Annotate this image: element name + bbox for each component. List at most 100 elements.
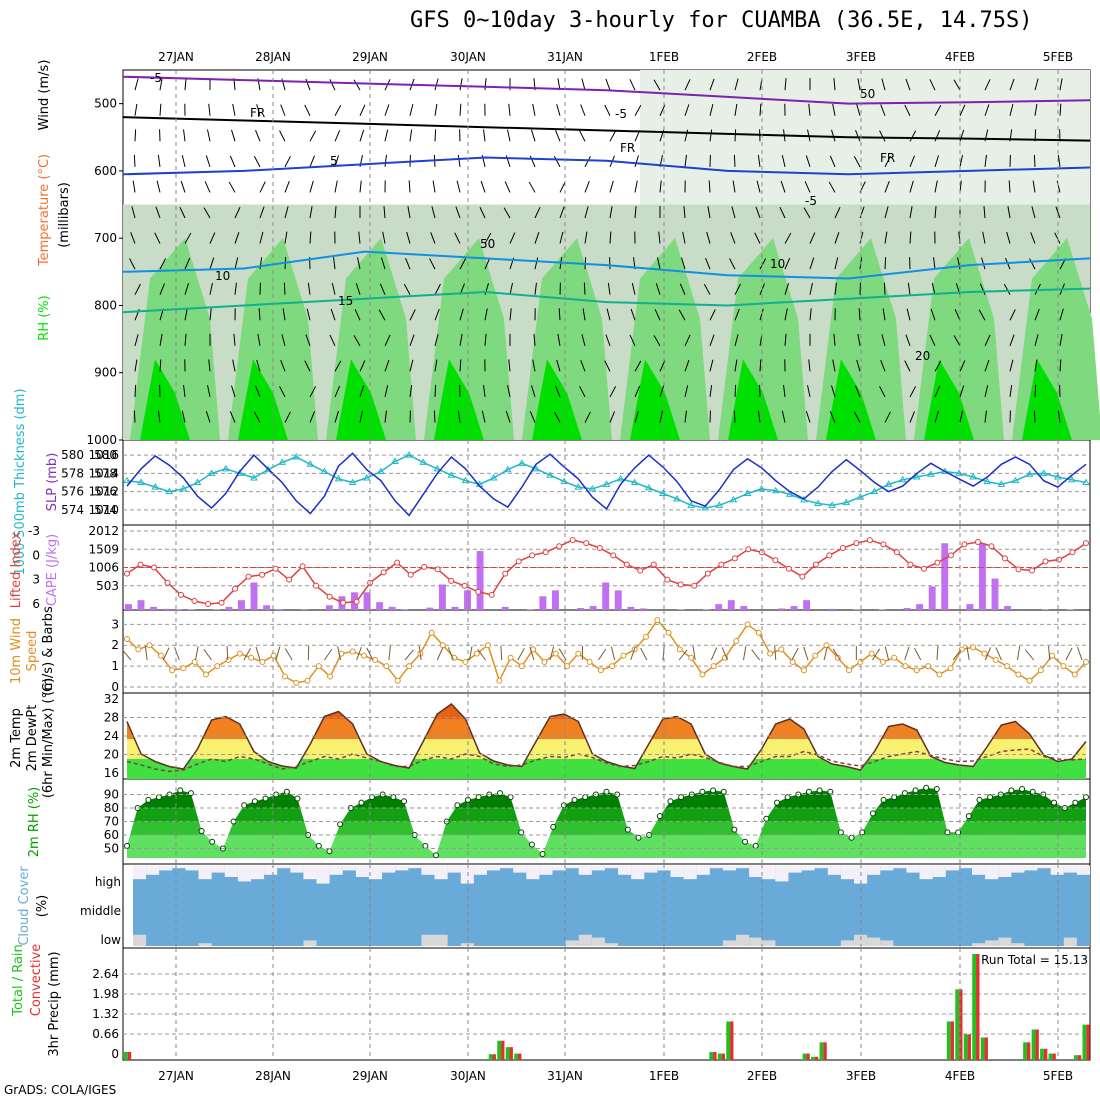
cloud-high-gap bbox=[1050, 866, 1064, 875]
wind-ylabel-a: 10m Wind bbox=[9, 618, 24, 684]
upper-ytick: 900 bbox=[94, 366, 117, 380]
contour-label: 20 bbox=[915, 349, 930, 363]
lifted-point bbox=[893, 549, 900, 556]
wind10m-barb bbox=[436, 647, 444, 661]
thickness-ytick: 574 bbox=[94, 503, 117, 517]
wind10m-barb bbox=[774, 646, 777, 661]
wind-barb bbox=[580, 359, 586, 372]
rh-point bbox=[869, 810, 876, 817]
thickness-point bbox=[898, 475, 907, 483]
wind-barb bbox=[1008, 180, 1011, 193]
lifted-point bbox=[596, 545, 603, 552]
wind-barb bbox=[256, 104, 261, 116]
wind-barb bbox=[330, 308, 336, 321]
thickness-point bbox=[574, 483, 583, 490]
cloud-high-gap bbox=[919, 866, 933, 880]
wind-barb bbox=[184, 232, 192, 244]
wind-barb bbox=[907, 282, 911, 295]
cloud-low-bar bbox=[421, 934, 435, 946]
cloud-low-bar bbox=[722, 940, 737, 946]
thickness-point bbox=[278, 458, 287, 465]
contour-label: -5 bbox=[615, 107, 627, 121]
wind-barb bbox=[284, 181, 290, 193]
wind10m-point bbox=[473, 650, 480, 657]
precip-conv-bar bbox=[127, 1051, 132, 1060]
wind-barb bbox=[703, 283, 711, 295]
wind-barb bbox=[484, 333, 487, 346]
lifted-point bbox=[191, 597, 198, 604]
wind-barb bbox=[584, 181, 590, 193]
wind-barb bbox=[555, 129, 561, 142]
rh-ylabel: 2m RH (%) bbox=[27, 787, 42, 858]
lifted-point bbox=[988, 543, 995, 550]
wind-barb bbox=[307, 282, 311, 295]
wind-ylabel-c: (m/s) & Barbs bbox=[41, 606, 56, 696]
wind-barb bbox=[429, 258, 436, 270]
wind-barb bbox=[432, 180, 436, 193]
precip-conv-bar bbox=[806, 1053, 810, 1060]
wind10m-point bbox=[767, 650, 774, 657]
wind10m-point bbox=[925, 663, 932, 670]
lifted-point bbox=[745, 546, 752, 553]
wind-barb bbox=[556, 104, 561, 116]
rh-point bbox=[539, 850, 546, 857]
wind-barb bbox=[384, 359, 390, 372]
wind-barb bbox=[309, 130, 317, 142]
precip-total-bar bbox=[1074, 1055, 1078, 1060]
thickness-point bbox=[306, 460, 315, 467]
lifted-point bbox=[407, 571, 414, 578]
wind-barb bbox=[784, 232, 792, 244]
wind-barb bbox=[953, 335, 961, 347]
wind-barb bbox=[409, 384, 413, 398]
upper-yaxis-label: (millibars) bbox=[57, 182, 72, 248]
wind-barb bbox=[609, 411, 615, 423]
wind-barb bbox=[359, 180, 362, 193]
wind-barb bbox=[809, 232, 816, 244]
wind-barb bbox=[459, 103, 462, 116]
wind10m-point bbox=[248, 654, 255, 661]
wind10m-barb bbox=[337, 646, 342, 661]
cape-bar bbox=[426, 607, 434, 610]
wind-barb bbox=[384, 154, 387, 167]
wind-barb bbox=[784, 283, 789, 295]
wind-barb bbox=[207, 129, 211, 142]
wind10m-barb bbox=[162, 647, 170, 661]
wind10m-point bbox=[1049, 652, 1056, 659]
thickness-ylabel: 1000-500mb Thickness (dm) bbox=[13, 388, 28, 575]
precip-ylabel: 3hr Precip (mm) bbox=[47, 951, 62, 1056]
wind-barb bbox=[755, 206, 761, 219]
cape-ytick: 1006 bbox=[88, 561, 119, 575]
wind-barb bbox=[508, 359, 511, 372]
cloud-high-gap bbox=[303, 866, 317, 880]
wind10m-barb bbox=[721, 647, 728, 661]
wind10m-barb bbox=[404, 649, 414, 661]
wind-barb bbox=[255, 385, 261, 398]
cape-bar bbox=[627, 606, 635, 610]
rh-point bbox=[209, 838, 216, 845]
date-label-bottom: 5FEB bbox=[1043, 1069, 1073, 1083]
wind-barb bbox=[934, 206, 937, 219]
wind-barb bbox=[283, 282, 286, 295]
cloud-high-gap bbox=[722, 866, 737, 871]
cloud-low-bar bbox=[565, 940, 579, 946]
wind-barb bbox=[759, 359, 762, 372]
wind10m-point bbox=[394, 677, 401, 684]
wind-barb bbox=[781, 410, 786, 423]
wind-barb bbox=[609, 180, 614, 193]
rh-point bbox=[891, 794, 898, 801]
cloud-low-bar bbox=[749, 937, 763, 946]
lifted-point bbox=[380, 569, 387, 576]
wind-barb bbox=[759, 103, 762, 116]
wind-barb bbox=[853, 411, 861, 423]
rh-shade-core bbox=[532, 359, 582, 440]
lifted-point bbox=[488, 591, 495, 598]
wind-barb bbox=[528, 181, 536, 193]
wind-barb bbox=[734, 359, 738, 372]
cloud-high-gap bbox=[277, 866, 291, 869]
thickness-point bbox=[320, 467, 329, 475]
wind-barb bbox=[484, 78, 487, 91]
date-label-bottom: 27JAN bbox=[158, 1069, 194, 1083]
wind-barb bbox=[681, 257, 686, 270]
precip-conv-bar bbox=[1043, 1048, 1048, 1060]
wind-barb bbox=[483, 129, 486, 142]
